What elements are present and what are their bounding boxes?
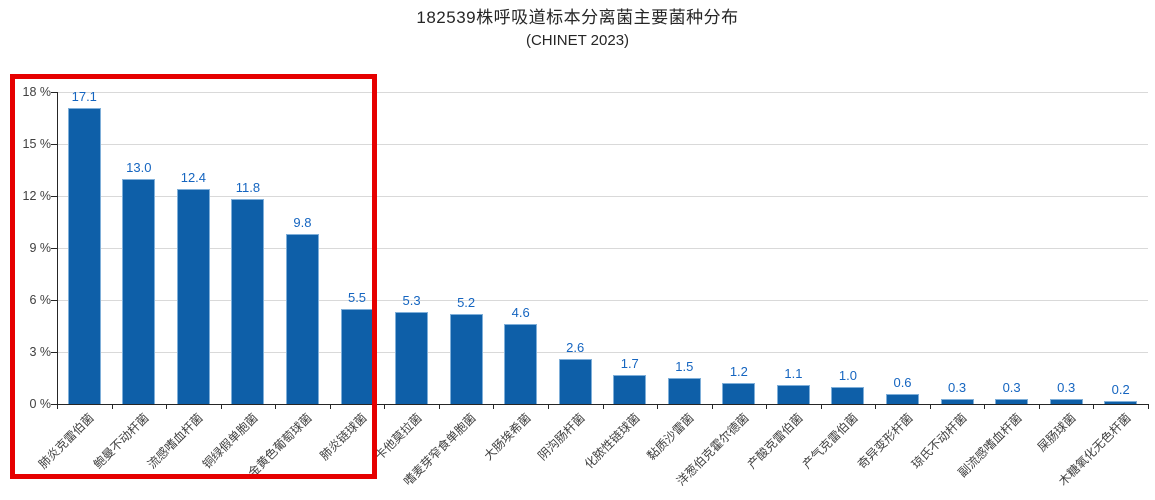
- x-axis-tick: [57, 404, 58, 409]
- bar: [504, 324, 538, 404]
- x-axis-tick: [766, 404, 768, 409]
- x-axis-tick: [657, 404, 659, 409]
- bar: [340, 308, 374, 404]
- x-axis-line: [57, 404, 1148, 405]
- y-axis-tick-label: 3 %: [29, 345, 51, 359]
- chart-subtitle: (CHINET 2023): [525, 32, 630, 49]
- x-axis-tick: [329, 404, 331, 409]
- y-axis-tick: [51, 196, 57, 197]
- bar-value-label: 1.5: [675, 359, 694, 374]
- bar-value-label: 1.7: [620, 355, 639, 371]
- x-axis-tick: [602, 404, 604, 409]
- y-axis-tick: [51, 352, 57, 353]
- x-axis-tick: [384, 404, 386, 409]
- x-axis-tick: [1148, 404, 1149, 409]
- y-axis-tick-label: 9 %: [29, 241, 51, 255]
- bar: [67, 107, 101, 404]
- x-axis-tick: [1038, 404, 1040, 409]
- gridline: [57, 144, 1148, 145]
- x-axis-tick: [493, 404, 495, 409]
- gridline: [57, 92, 1148, 93]
- bar-value-label: 5.3: [402, 293, 421, 309]
- bar-value-label: 11.8: [235, 180, 261, 196]
- bar-value-label: 0.6: [893, 374, 912, 390]
- bar-value-label: 0.2: [1111, 381, 1130, 397]
- x-axis-tick: [820, 404, 822, 409]
- bar-value-label: 5.5: [347, 289, 367, 305]
- bar: [558, 358, 592, 404]
- x-axis-tick: [275, 404, 277, 409]
- bar: [449, 313, 483, 404]
- bar: [176, 189, 210, 404]
- bar: [231, 199, 265, 404]
- bar-value-label: 0.3: [948, 379, 967, 395]
- x-axis-tick: [547, 404, 549, 409]
- bar: [285, 234, 319, 404]
- bar-value-label: 1.2: [729, 364, 748, 380]
- bar-value-label: 4.6: [511, 305, 530, 321]
- bar-value-label: 5.2: [457, 294, 476, 310]
- y-axis-tick-label: 15 %: [22, 137, 52, 151]
- bar: [613, 374, 647, 404]
- bar-value-label: 9.8: [293, 215, 312, 231]
- bar-value-label: 0.3: [1057, 379, 1076, 395]
- x-axis-tick: [929, 404, 931, 409]
- x-axis-tick: [984, 404, 986, 409]
- bar: [886, 393, 920, 404]
- y-axis-tick: [51, 92, 57, 93]
- bar-value-label: 0.3: [1002, 379, 1021, 395]
- bar-value-label: 1.1: [784, 365, 803, 381]
- x-axis-tick: [1093, 404, 1095, 409]
- bar: [667, 378, 701, 404]
- y-axis-tick-label: 12 %: [22, 189, 52, 203]
- bar: [995, 398, 1029, 404]
- gridline: [57, 196, 1148, 197]
- y-axis-tick: [51, 404, 57, 405]
- bar: [122, 178, 156, 404]
- bar: [940, 398, 974, 404]
- y-axis-tick-label: 0 %: [29, 397, 51, 411]
- y-axis-tick: [51, 300, 57, 301]
- gridline: [57, 248, 1148, 249]
- bar-value-label: 1.0: [838, 367, 857, 383]
- chart-title: 182539株呼吸道标本分离菌主要菌种分布: [416, 8, 739, 27]
- y-axis-tick: [51, 248, 57, 249]
- bar: [831, 386, 865, 404]
- bar: [776, 384, 810, 404]
- x-axis-tick: [711, 404, 713, 409]
- y-axis-tick-label: 6 %: [29, 293, 51, 307]
- bar-value-label: 17.1: [71, 88, 97, 104]
- x-axis-tick: [111, 404, 113, 409]
- bar-value-label: 12.4: [180, 170, 207, 186]
- y-axis-line: [57, 92, 58, 405]
- bar-value-label: 2.6: [566, 339, 585, 355]
- gridline: [57, 300, 1148, 301]
- bar: [722, 383, 756, 404]
- y-axis-tick: [51, 144, 57, 145]
- y-axis-tick-label: 18 %: [22, 85, 52, 99]
- x-axis-tick: [166, 404, 168, 409]
- bar-value-label: 13.0: [126, 159, 152, 175]
- bar: [1049, 398, 1083, 404]
- x-axis-tick: [220, 404, 222, 409]
- x-axis-tick: [438, 404, 440, 409]
- x-axis-tick: [875, 404, 877, 409]
- bar: [1104, 400, 1138, 404]
- gridline: [57, 352, 1148, 353]
- bar: [395, 312, 429, 404]
